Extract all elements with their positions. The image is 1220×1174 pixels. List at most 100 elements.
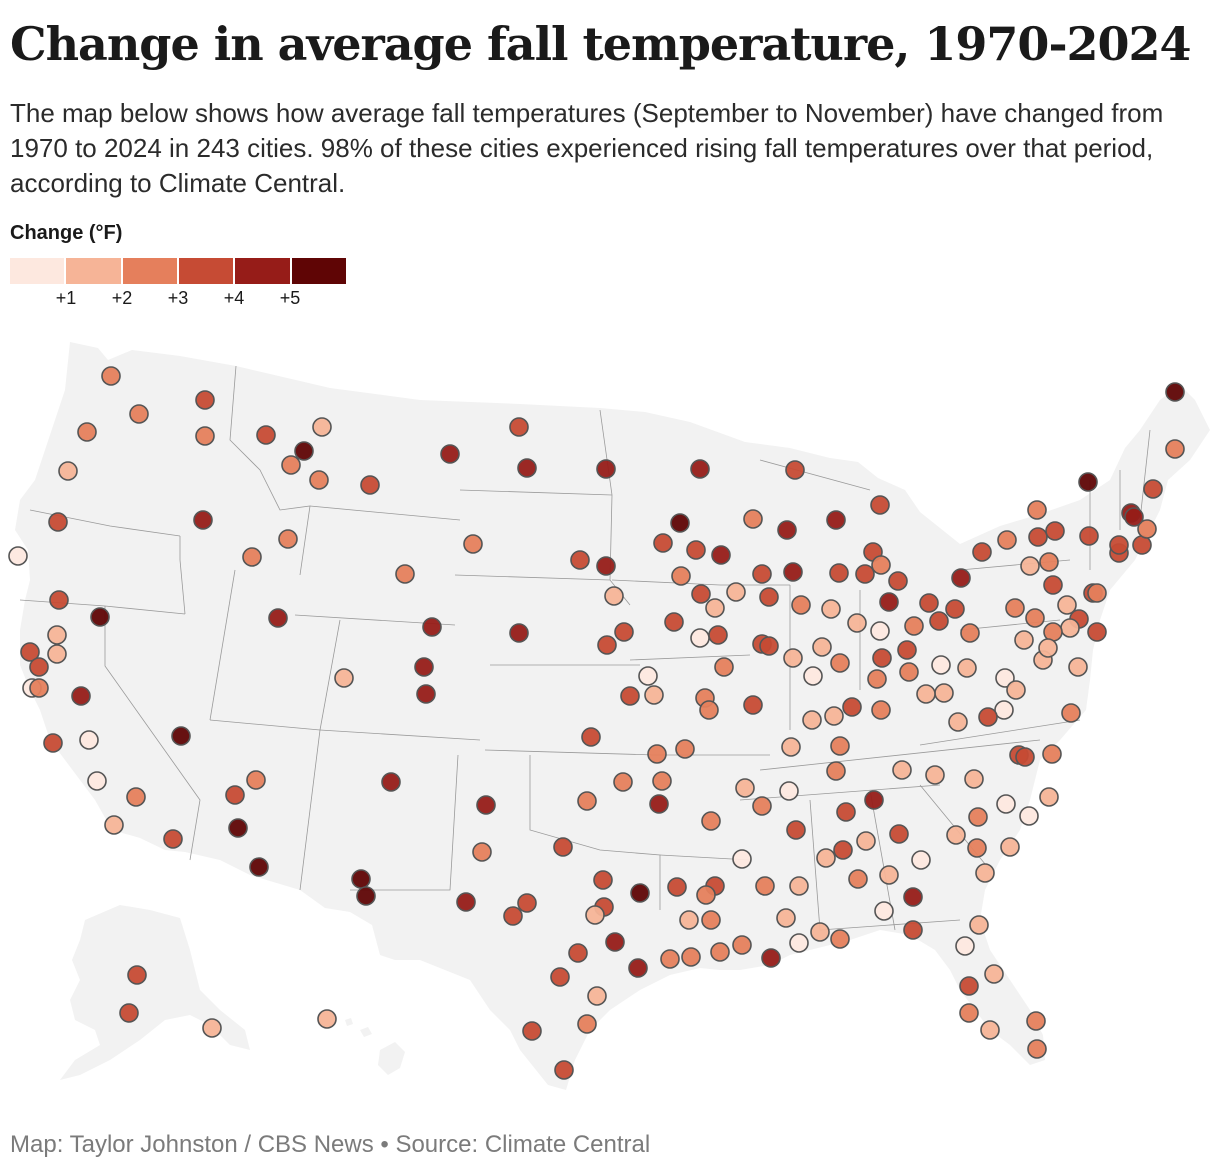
city-dot[interactable] bbox=[126, 787, 146, 807]
city-dot[interactable] bbox=[87, 771, 107, 791]
city-dot[interactable] bbox=[929, 611, 949, 631]
city-dot[interactable] bbox=[77, 422, 97, 442]
city-dot[interactable] bbox=[1042, 744, 1062, 764]
city-dot[interactable] bbox=[309, 470, 329, 490]
city-dot[interactable] bbox=[916, 684, 936, 704]
city-dot[interactable] bbox=[879, 592, 899, 612]
city-dot[interactable] bbox=[686, 540, 706, 560]
city-dot[interactable] bbox=[1087, 622, 1107, 642]
city-dot[interactable] bbox=[705, 598, 725, 618]
city-dot[interactable] bbox=[870, 495, 890, 515]
city-dot[interactable] bbox=[789, 933, 809, 953]
city-dot[interactable] bbox=[836, 802, 856, 822]
city-dot[interactable] bbox=[43, 733, 63, 753]
city-dot[interactable] bbox=[577, 791, 597, 811]
city-dot[interactable] bbox=[256, 425, 276, 445]
city-dot[interactable] bbox=[71, 686, 91, 706]
city-dot[interactable] bbox=[593, 870, 613, 890]
city-dot[interactable] bbox=[826, 761, 846, 781]
city-dot[interactable] bbox=[743, 509, 763, 529]
city-dot[interactable] bbox=[381, 772, 401, 792]
city-dot[interactable] bbox=[903, 887, 923, 907]
city-dot[interactable] bbox=[472, 842, 492, 862]
city-dot[interactable] bbox=[812, 637, 832, 657]
city-dot[interactable] bbox=[872, 648, 892, 668]
city-dot[interactable] bbox=[690, 628, 710, 648]
city-dot[interactable] bbox=[975, 863, 995, 883]
city-dot[interactable] bbox=[783, 648, 803, 668]
city-dot[interactable] bbox=[1079, 526, 1099, 546]
city-dot[interactable] bbox=[620, 686, 640, 706]
city-dot[interactable] bbox=[743, 695, 763, 715]
city-dot[interactable] bbox=[783, 562, 803, 582]
city-dot[interactable] bbox=[351, 869, 371, 889]
city-dot[interactable] bbox=[1057, 595, 1077, 615]
city-dot[interactable] bbox=[1026, 1011, 1046, 1031]
city-dot[interactable] bbox=[1165, 439, 1185, 459]
city-dot[interactable] bbox=[630, 883, 650, 903]
city-dot[interactable] bbox=[842, 697, 862, 717]
city-dot[interactable] bbox=[810, 922, 830, 942]
city-dot[interactable] bbox=[334, 668, 354, 688]
city-dot[interactable] bbox=[802, 710, 822, 730]
city-dot[interactable] bbox=[8, 546, 28, 566]
city-dot[interactable] bbox=[821, 599, 841, 619]
city-dot[interactable] bbox=[864, 790, 884, 810]
city-dot[interactable] bbox=[47, 625, 67, 645]
city-dot[interactable] bbox=[195, 426, 215, 446]
city-dot[interactable] bbox=[268, 608, 288, 628]
city-dot[interactable] bbox=[1020, 556, 1040, 576]
city-dot[interactable] bbox=[171, 726, 191, 746]
city-dot[interactable] bbox=[604, 586, 624, 606]
city-dot[interactable] bbox=[919, 593, 939, 613]
city-dot[interactable] bbox=[416, 684, 436, 704]
city-dot[interactable] bbox=[1005, 598, 1025, 618]
city-dot[interactable] bbox=[119, 1003, 139, 1023]
city-dot[interactable] bbox=[969, 915, 989, 935]
city-dot[interactable] bbox=[701, 811, 721, 831]
city-dot[interactable] bbox=[897, 640, 917, 660]
city-dot[interactable] bbox=[1006, 680, 1026, 700]
city-dot[interactable] bbox=[476, 795, 496, 815]
city-dot[interactable] bbox=[888, 571, 908, 591]
city-dot[interactable] bbox=[101, 366, 121, 386]
city-dot[interactable] bbox=[847, 613, 867, 633]
city-dot[interactable] bbox=[968, 807, 988, 827]
city-dot[interactable] bbox=[879, 865, 899, 885]
city-dot[interactable] bbox=[671, 566, 691, 586]
city-dot[interactable] bbox=[997, 530, 1017, 550]
city-dot[interactable] bbox=[1027, 1039, 1047, 1059]
city-dot[interactable] bbox=[996, 794, 1016, 814]
city-dot[interactable] bbox=[628, 958, 648, 978]
city-dot[interactable] bbox=[752, 796, 772, 816]
city-dot[interactable] bbox=[830, 653, 850, 673]
city-dot[interactable] bbox=[596, 459, 616, 479]
city-dot[interactable] bbox=[242, 547, 262, 567]
city-dot[interactable] bbox=[931, 655, 951, 675]
city-dot[interactable] bbox=[312, 417, 332, 437]
city-dot[interactable] bbox=[281, 455, 301, 475]
city-dot[interactable] bbox=[889, 824, 909, 844]
city-dot[interactable] bbox=[129, 404, 149, 424]
city-dot[interactable] bbox=[509, 623, 529, 643]
city-dot[interactable] bbox=[951, 568, 971, 588]
city-dot[interactable] bbox=[195, 390, 215, 410]
city-dot[interactable] bbox=[691, 584, 711, 604]
city-dot[interactable] bbox=[278, 529, 298, 549]
city-dot[interactable] bbox=[867, 669, 887, 689]
city-dot[interactable] bbox=[726, 582, 746, 602]
city-dot[interactable] bbox=[653, 533, 673, 553]
city-dot[interactable] bbox=[946, 825, 966, 845]
city-dot[interactable] bbox=[652, 771, 672, 791]
city-dot[interactable] bbox=[49, 590, 69, 610]
city-dot[interactable] bbox=[1043, 575, 1063, 595]
city-dot[interactable] bbox=[978, 707, 998, 727]
city-dot[interactable] bbox=[1025, 608, 1045, 628]
city-dot[interactable] bbox=[1039, 552, 1059, 572]
city-dot[interactable] bbox=[957, 658, 977, 678]
city-dot[interactable] bbox=[960, 623, 980, 643]
city-dot[interactable] bbox=[755, 876, 775, 896]
city-dot[interactable] bbox=[660, 949, 680, 969]
city-dot[interactable] bbox=[711, 545, 731, 565]
city-dot[interactable] bbox=[690, 459, 710, 479]
